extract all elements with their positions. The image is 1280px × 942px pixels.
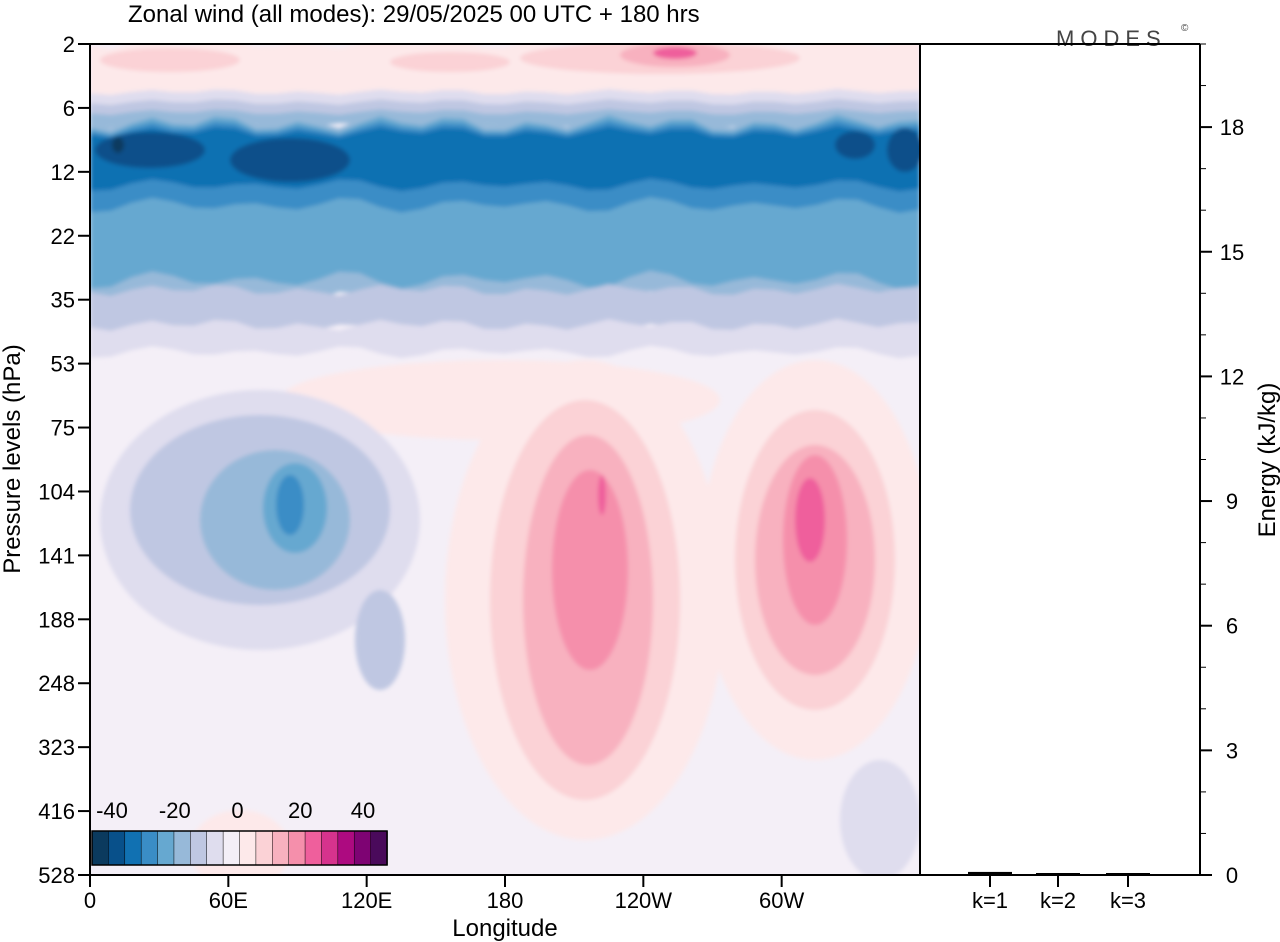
energy-y-tick-label: 6 — [1226, 614, 1238, 639]
colorbar-label: 40 — [351, 798, 375, 823]
energy-y-tick-label: 9 — [1226, 489, 1238, 514]
x-tick-label: 120E — [341, 888, 392, 913]
westerly-1-core — [552, 470, 628, 670]
westerly-2-center — [795, 478, 825, 562]
heatmap-plot — [90, 44, 920, 875]
colorbar-label: 0 — [231, 798, 243, 823]
easterly-jet-core-2 — [230, 138, 350, 182]
colorbar-cell — [288, 830, 306, 866]
colorbar-label: -40 — [96, 798, 128, 823]
easterly-jet-core-3 — [835, 131, 875, 159]
y-tick-label: 22 — [51, 224, 75, 249]
colorbar-label: 20 — [288, 798, 312, 823]
contour-fills — [90, 44, 920, 875]
colorbar-cell — [239, 830, 257, 866]
colorbar-cell — [222, 830, 241, 866]
colorbar-frame — [91, 830, 388, 866]
energy-bars — [968, 871, 1150, 875]
energy-y-tick-label: 12 — [1220, 364, 1244, 389]
energy-x-label: k=2 — [1040, 888, 1076, 913]
energy-x-labels: k=1 k=2 k=3 — [972, 875, 1146, 913]
modes-logo: MODES — [1056, 26, 1167, 51]
energy-y-tick-label: 18 — [1220, 115, 1244, 140]
lower-stratosphere-band-2 — [90, 318, 920, 359]
colorbar-cell — [370, 830, 388, 866]
energy-y-tick-label: 15 — [1220, 240, 1244, 265]
colorbar-cell — [206, 830, 224, 866]
colorbar-label: -20 — [159, 798, 191, 823]
colorbar-cell — [91, 830, 110, 866]
y-tick-label: 53 — [51, 352, 75, 377]
colorbar-cell — [272, 830, 290, 866]
lower-stratosphere-band — [90, 283, 920, 337]
colorbar: -40 -20 0 20 40 — [91, 798, 388, 866]
colorbar-cell — [190, 830, 208, 866]
x-tick-label: 0 — [84, 888, 96, 913]
energy-y-tick-label: 3 — [1226, 738, 1238, 763]
y-tick-label: 528 — [38, 863, 75, 888]
logo-mark: © — [1181, 23, 1189, 34]
upper-westerly-3 — [653, 47, 697, 59]
energy-bar — [1036, 873, 1080, 875]
energy-panel: 0 3 6 9 12 15 18 k=1 k=2 k=3 Energy (kJ/kg) — [920, 43, 1280, 913]
y-tick-label: 141 — [38, 543, 75, 568]
colorbar-cell — [337, 830, 355, 866]
westerly-1-center — [598, 475, 606, 515]
colorbar-cell — [173, 830, 192, 866]
colorbar-cell — [255, 830, 274, 866]
y-tick-label: 416 — [38, 799, 75, 824]
x-tick-label: 120W — [615, 888, 673, 913]
easterly-jet-core-1 — [95, 132, 205, 168]
colorbar-cell — [157, 830, 175, 866]
energy-y-ticks: 0 3 6 9 12 15 18 — [1200, 43, 1244, 888]
upper-westerly-5 — [390, 52, 510, 72]
x-tick-label: 60E — [209, 888, 248, 913]
easterly-region-core2 — [276, 475, 304, 535]
y-tick-label: 75 — [51, 416, 75, 441]
y-tick-label: 104 — [38, 479, 75, 504]
y-tick-label: 35 — [51, 288, 75, 313]
easterly-tail — [355, 590, 405, 690]
x-tick-label: 60W — [759, 888, 804, 913]
y-axis-ticks: 2 6 12 22 35 53 75 104 141 188 248 323 416 528 — [38, 32, 90, 888]
upper-westerly-4 — [100, 48, 240, 72]
colorbar-cell — [140, 830, 159, 866]
colorbar-cell — [304, 830, 323, 866]
y-tick-label: 188 — [38, 607, 75, 632]
y-tick-label: 248 — [38, 671, 75, 696]
y-tick-label: 2 — [63, 32, 75, 57]
colorbar-cell — [321, 830, 339, 866]
x-tick-label: 180 — [487, 888, 524, 913]
lower-easterly-1 — [840, 760, 920, 875]
energy-axis-label: Energy (kJ/kg) — [1254, 383, 1280, 538]
y-axis-label: Pressure levels (hPa) — [0, 344, 26, 573]
colorbar-cell — [108, 830, 126, 866]
energy-x-label: k=3 — [1110, 888, 1146, 913]
energy-x-label: k=1 — [972, 888, 1008, 913]
energy-y-tick-label: 0 — [1226, 863, 1238, 888]
y-tick-label: 6 — [63, 96, 75, 121]
energy-bar — [968, 871, 1012, 875]
colorbar-labels: -40 -20 0 20 40 — [96, 798, 375, 823]
x-axis-label: Longitude — [452, 915, 557, 942]
x-axis-ticks: 0 60E 120E 180 120W 60W — [84, 875, 805, 913]
y-tick-label: 323 — [38, 735, 75, 760]
easterly-jet-core-5 — [112, 137, 124, 153]
colorbar-cells — [91, 830, 388, 866]
colorbar-cell — [124, 830, 142, 866]
energy-bar — [1106, 873, 1150, 875]
colorbar-cell — [353, 830, 372, 866]
chart-title: Zonal wind (all modes): 29/05/2025 00 UT… — [128, 1, 700, 28]
easterly-jet-core-4 — [887, 128, 920, 172]
y-tick-label: 12 — [51, 160, 75, 185]
